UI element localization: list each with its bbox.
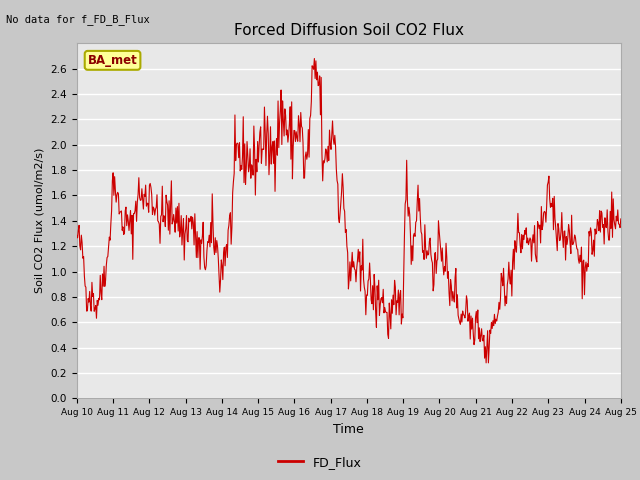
X-axis label: Time: Time [333,423,364,436]
Text: No data for f_FD_B_Flux: No data for f_FD_B_Flux [6,14,150,25]
Text: BA_met: BA_met [88,54,138,67]
Title: Forced Diffusion Soil CO2 Flux: Forced Diffusion Soil CO2 Flux [234,23,464,38]
Y-axis label: Soil CO2 Flux (umol/m2/s): Soil CO2 Flux (umol/m2/s) [35,148,45,293]
Legend: FD_Flux: FD_Flux [273,451,367,474]
